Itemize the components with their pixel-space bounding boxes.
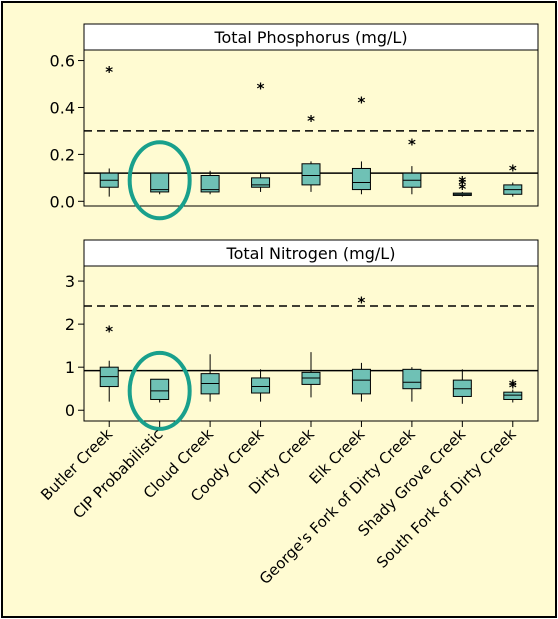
outlier-point: * <box>509 378 517 396</box>
outlier-point: * <box>509 377 517 395</box>
outlier-point: * <box>408 136 416 154</box>
box <box>251 377 271 394</box>
outlier-point: * <box>458 173 466 191</box>
highlight-ellipse-2 <box>127 350 192 431</box>
panel-title-2: Total Nitrogen (mg/L) <box>226 244 396 263</box>
box <box>150 172 170 193</box>
outlier-point: * <box>105 322 113 340</box>
box <box>503 391 523 400</box>
box <box>200 175 220 193</box>
y-tick-label-1: 0.2 <box>50 145 75 164</box>
outlier-point: * <box>509 161 517 179</box>
outlier-point: * <box>458 180 466 198</box>
y-tick-label-2: 2 <box>65 315 75 334</box>
panel-title-strip-2 <box>83 239 539 267</box>
outlier-point: * <box>105 63 113 81</box>
outlier-point: * <box>358 293 366 311</box>
box <box>251 177 271 188</box>
outlier-point: * <box>358 93 366 111</box>
y-tick-label-2: 0 <box>65 401 75 420</box>
y-tick-label-2: 3 <box>65 272 75 291</box>
outlier-point: * <box>458 176 466 194</box>
y-tick-label-2: 1 <box>65 358 75 377</box>
panel-title-1: Total Phosphorus (mg/L) <box>213 28 407 47</box>
box <box>402 368 422 390</box>
y-tick-label-1: 0.4 <box>50 98 75 117</box>
box <box>301 163 321 186</box>
box <box>150 378 170 400</box>
outlier-point: * <box>307 112 315 130</box>
box <box>351 368 371 395</box>
y-tick-label-1: 0.6 <box>50 52 75 71</box>
box <box>351 167 371 191</box>
outlier-point: * <box>257 79 265 97</box>
y-tick-label-1: 0.0 <box>50 192 75 211</box>
panel-title-strip-1 <box>83 23 539 51</box>
highlight-ellipse-1 <box>127 140 192 221</box>
